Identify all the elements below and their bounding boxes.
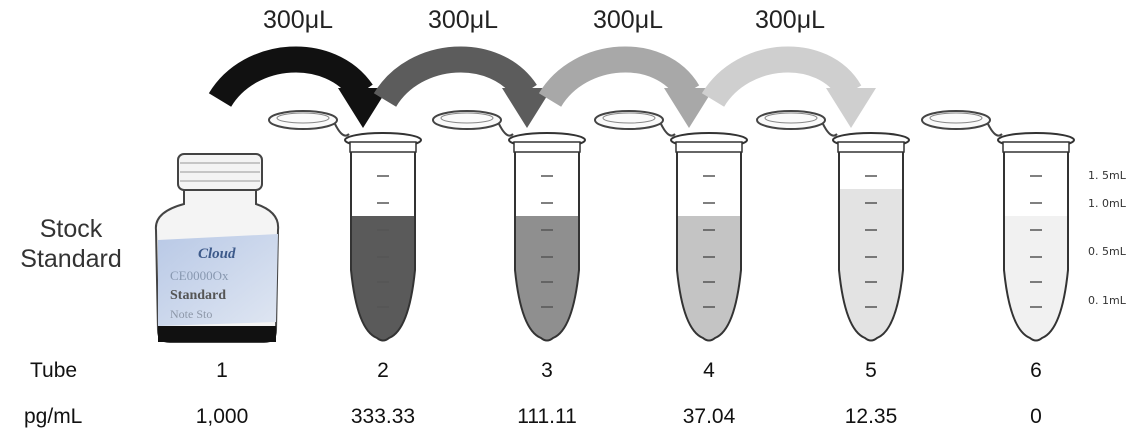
tube-body: [350, 150, 416, 342]
arrow-head: [664, 88, 714, 128]
tube-collar: [1002, 141, 1070, 153]
concentration-value: 1,000: [195, 405, 249, 428]
transfer-volume-label: 300μL: [755, 6, 825, 34]
tube-hinge: [334, 123, 350, 137]
transfer-volume-label: 300μL: [593, 6, 663, 34]
scale-label: 1. 5mL: [1088, 169, 1127, 182]
arrow-head: [338, 88, 388, 128]
microcentrifuge-tube: [921, 110, 1075, 342]
tube-lid-inner: [276, 112, 330, 124]
scale-label: 0. 5mL: [1088, 245, 1127, 258]
scale-label: 1. 0mL: [1088, 197, 1127, 210]
tube-group: [268, 110, 1075, 342]
transfer-arrows: 300μL 300μL 300μL 300μL: [208, 6, 876, 128]
arrow-band: [538, 46, 700, 108]
tube-number: 5: [865, 359, 877, 382]
arrow-band: [373, 46, 537, 108]
transfer-volume-label: 300μL: [263, 6, 333, 34]
bottle-standard-text: Standard: [170, 288, 226, 303]
tube-hinge: [822, 123, 838, 137]
arrow-band: [208, 46, 373, 108]
arrow-head: [826, 88, 876, 128]
tube-body: [1003, 150, 1069, 342]
microcentrifuge-tube: [756, 110, 910, 342]
concentration-value: 0: [1030, 405, 1042, 428]
tube-liquid: [677, 216, 741, 341]
bottle-code-text: CE0000Ox: [170, 268, 229, 283]
tube-lid-inner: [440, 112, 494, 124]
tube-number: 1: [216, 359, 228, 382]
tube-lid: [268, 110, 338, 130]
tube-collar: [675, 141, 743, 153]
tube-hinge: [498, 123, 514, 137]
tube-collar: [513, 141, 581, 153]
tube-lid-inner: [764, 112, 818, 124]
stock-bottle: Cloud CE0000Ox Standard Note Sto: [154, 153, 280, 343]
tube-lid: [756, 110, 826, 130]
bottle-note-text: Note Sto: [170, 307, 212, 321]
microcentrifuge-tube: [432, 110, 586, 342]
tube-lid-inner: [602, 112, 656, 124]
bottle-base-band: [158, 326, 276, 342]
concentration-value: 111.11: [517, 405, 577, 428]
stock-standard-label: Stock Standard: [12, 214, 130, 274]
transfer-arrow: 300μL: [208, 6, 388, 128]
tube-liquid: [515, 216, 579, 341]
arrow-band: [701, 46, 862, 108]
bottle-brand-text: Cloud: [198, 246, 236, 262]
stock-label-line2: Standard: [20, 245, 122, 273]
tube-number: 4: [703, 359, 715, 382]
volume-scale: 1. 5mL 1. 0mL 0. 5mL 0. 1mL: [1088, 169, 1127, 307]
tube-lid: [594, 110, 664, 130]
tube-hinge: [987, 123, 1003, 137]
microcentrifuge-tube: [594, 110, 748, 342]
tube-body: [676, 150, 742, 342]
tube-body: [838, 150, 904, 342]
tube-number: 3: [541, 359, 553, 382]
transfer-volume-label: 300μL: [428, 6, 498, 34]
bottle-label: [158, 234, 278, 326]
transfer-arrow: 300μL: [373, 6, 552, 128]
concentration-value: 37.04: [682, 405, 736, 428]
tube-collar: [349, 141, 417, 153]
tube-body: [514, 150, 580, 342]
transfer-arrow: 300μL: [701, 6, 876, 128]
arrow-head: [502, 88, 552, 128]
concentration-value: 333.33: [350, 405, 416, 428]
tube-number: 6: [1030, 359, 1042, 382]
concentration-value: 12.35: [844, 405, 898, 428]
tube-number: 2: [377, 359, 389, 382]
concentration-row-header: pg/mL: [24, 405, 83, 428]
scale-label: 0. 1mL: [1088, 294, 1127, 307]
tube-liquid: [839, 189, 903, 341]
tube-liquid: [1004, 216, 1068, 341]
tube-hinge: [660, 123, 676, 137]
tube-row-header: Tube: [30, 359, 78, 382]
tube-lid: [432, 110, 502, 130]
transfer-arrow: 300μL: [538, 6, 714, 128]
tube-lid: [921, 110, 991, 130]
stock-label-line1: Stock: [39, 215, 103, 243]
microcentrifuge-tube: [268, 110, 422, 342]
tube-lid-inner: [929, 112, 983, 124]
tube-collar: [837, 141, 905, 153]
tube-liquid: [351, 216, 415, 341]
